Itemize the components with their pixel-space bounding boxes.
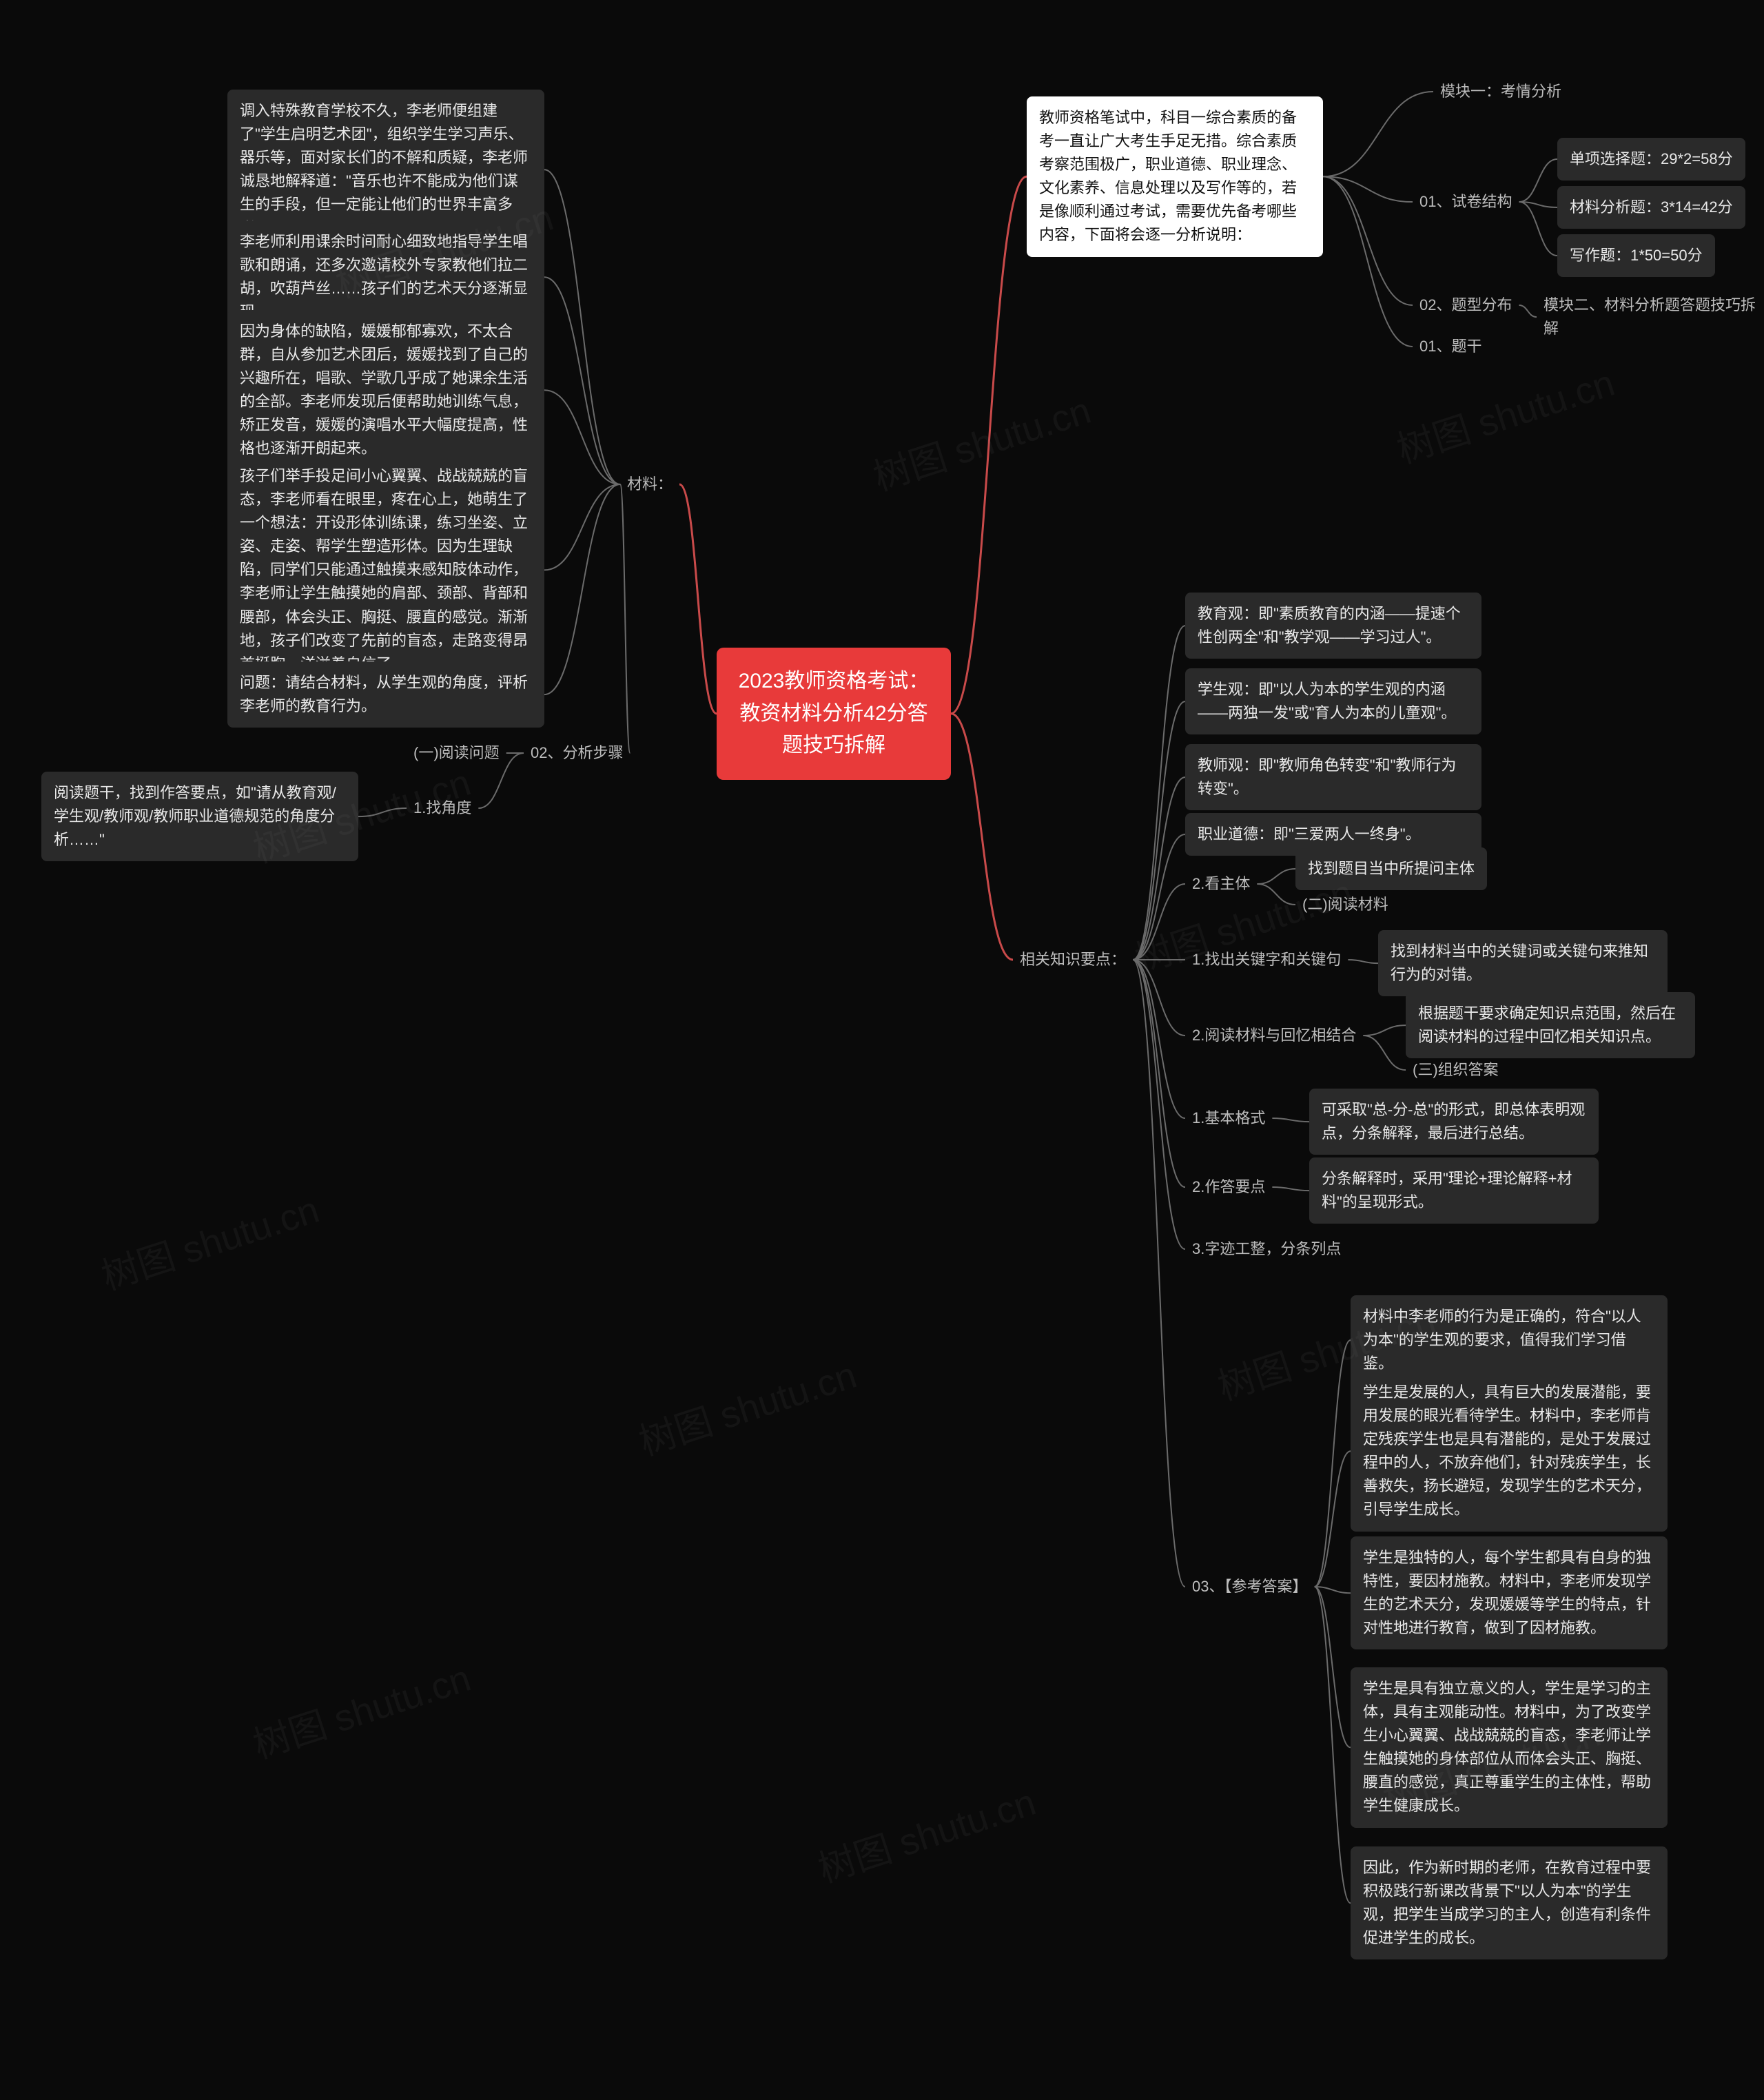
mindmap-link — [544, 484, 620, 694]
mindmap-link — [1323, 176, 1413, 202]
mindmap-node-ans[interactable]: 03、【参考答案】 — [1185, 1571, 1314, 1603]
mindmap-node-p03[interactable]: 01、题干 — [1413, 331, 1488, 362]
mindmap-link — [1257, 884, 1295, 905]
mindmap-link — [544, 390, 620, 484]
mindmap-link — [1272, 1187, 1309, 1191]
mindmap-link — [544, 484, 620, 570]
mindmap-link — [1133, 626, 1185, 960]
mindmap-node-k2[interactable]: 学生观：即"以人为本的学生观的内涵——两独一发"或"育人为本的儿童观"。 — [1185, 668, 1481, 734]
mindmap-link — [1519, 202, 1557, 207]
watermark: 树图 shutu.cn — [865, 380, 1097, 501]
mindmap-link — [1323, 176, 1413, 347]
mindmap-link — [1323, 176, 1413, 305]
mindmap-link — [1272, 1118, 1309, 1122]
mindmap-link — [1314, 1587, 1351, 1903]
mindmap-link — [1314, 1587, 1351, 1747]
mindmap-node-mat3[interactable]: 因为身体的缺陷，媛媛郁郁寡欢，不太合群，自从参加艺术团后，媛媛找到了自己的兴趣所… — [227, 310, 544, 471]
mindmap-node-k6[interactable]: 1.找出关键字和关键句 — [1185, 944, 1348, 976]
mindmap-node-center[interactable]: 2023教师资格考试：教资材料分析42分答题技巧拆解 — [717, 648, 951, 780]
mindmap-node-k8[interactable]: 1.基本格式 — [1185, 1102, 1272, 1134]
mindmap-link — [1519, 202, 1557, 256]
mindmap-link — [1133, 834, 1185, 960]
mindmap-node-p01a[interactable]: 单项选择题：29*2=58分 — [1557, 138, 1745, 181]
mindmap-node-know[interactable]: 相关知识要点： — [1013, 944, 1133, 976]
mindmap-node-a5[interactable]: 因此，作为新时期的老师，在教育过程中要积极践行新课改背景下"以人为本"的学生观，… — [1351, 1846, 1668, 1959]
mindmap-link — [679, 484, 717, 714]
mindmap-node-a2[interactable]: 学生是发展的人，具有巨大的发展潜能，要用发展的眼光看待学生。材料中，李老师肯定残… — [1351, 1371, 1668, 1532]
mindmap-link — [1133, 960, 1185, 1587]
mindmap-link — [1314, 1587, 1351, 1593]
mindmap-node-k7a[interactable]: 根据题干要求确定知识点范围，然后在阅读材料的过程中回忆相关知识点。 — [1406, 992, 1695, 1058]
mindmap-node-mat[interactable]: 材料： — [620, 469, 679, 500]
mindmap-link — [1257, 869, 1295, 884]
mindmap-link — [620, 484, 630, 753]
mindmap-node-p02[interactable]: 02、题型分布 — [1413, 289, 1519, 321]
mindmap-node-k5a[interactable]: 找到题目当中所提问主体 — [1295, 847, 1487, 890]
mindmap-link — [1323, 92, 1433, 176]
watermark: 树图 shutu.cn — [1389, 352, 1621, 473]
mindmap-node-m1[interactable]: 模块一：考情分析 — [1433, 76, 1568, 107]
mindmap-node-k3[interactable]: 教师观：即"教师角色转变"和"教师行为转变"。 — [1185, 744, 1481, 810]
mindmap-link — [951, 176, 1027, 713]
mindmap-node-k6a[interactable]: 找到材料当中的关键词或关键句来推知行为的对错。 — [1378, 930, 1668, 996]
mindmap-node-k5[interactable]: 2.看主体 — [1185, 868, 1257, 900]
mindmap-node-a3[interactable]: 学生是独特的人，每个学生都具有自身的独特性，要因材施教。材料中，李老师发现学生的… — [1351, 1536, 1668, 1649]
mindmap-node-p01c[interactable]: 写作题：1*50=50分 — [1557, 234, 1715, 277]
mindmap-node-p01b[interactable]: 材料分析题：3*14=42分 — [1557, 186, 1745, 229]
mindmap-link — [1314, 1451, 1351, 1587]
mindmap-link — [1133, 884, 1185, 960]
mindmap-node-step1[interactable]: (一)阅读问题 — [407, 737, 506, 769]
mindmap-node-p02a[interactable]: 模块二、材料分析题答题技巧拆解 — [1537, 289, 1764, 344]
mindmap-node-a4[interactable]: 学生是具有独立意义的人，学生是学习的主体，具有主观能动性。材料中，为了改变学生小… — [1351, 1667, 1668, 1828]
mindmap-node-k9[interactable]: 2.作答要点 — [1185, 1171, 1272, 1203]
mindmap-link — [1133, 960, 1185, 1036]
mindmap-link — [1348, 960, 1378, 963]
mindmap-link — [1133, 960, 1185, 1187]
mindmap-link — [1363, 1025, 1406, 1036]
mindmap-node-k1[interactable]: 教育观：即"素质教育的内涵——提速个性创两全"和"教学观——学习过人"。 — [1185, 593, 1481, 659]
mindmap-node-k7b[interactable]: (三)组织答案 — [1406, 1054, 1506, 1086]
watermark: 树图 shutu.cn — [94, 1179, 325, 1300]
mindmap-link — [1314, 1340, 1351, 1587]
mindmap-node-k7[interactable]: 2.阅读材料与回忆相结合 — [1185, 1020, 1363, 1051]
watermark: 树图 shutu.cn — [245, 1647, 477, 1769]
mindmap-node-k8a[interactable]: 可采取"总-分-总"的形式，即总体表明观点，分条解释，最后进行总结。 — [1309, 1089, 1599, 1155]
mindmap-link — [1133, 960, 1185, 1249]
mindmap-link — [544, 169, 620, 484]
mindmap-link — [1363, 1036, 1406, 1070]
mindmap-link — [1133, 701, 1185, 960]
mindmap-node-mat4[interactable]: 孩子们举手投足间小心翼翼、战战兢兢的盲态，李老师看在眼里，疼在心上，她萌生了一个… — [227, 455, 544, 686]
mindmap-node-k5b[interactable]: (二)阅读材料 — [1295, 889, 1395, 920]
mindmap-link — [1519, 305, 1537, 317]
mindmap-node-p01[interactable]: 01、试卷结构 — [1413, 186, 1519, 218]
mindmap-node-angleT[interactable]: 阅读题干，找到作答要点，如"请从教育观/学生观/教师观/教师职业道德规范的角度分… — [41, 772, 358, 861]
mindmap-node-angle[interactable]: 1.找角度 — [407, 792, 478, 824]
mindmap-link — [951, 714, 1013, 960]
watermark: 树图 shutu.cn — [631, 1344, 863, 1465]
mindmap-link — [1133, 777, 1185, 960]
mindmap-node-intro[interactable]: 教师资格笔试中，科目一综合素质的备考一直让广大考生手足无措。综合素质考察范围极广… — [1027, 96, 1323, 257]
mindmap-link — [1519, 159, 1557, 202]
mindmap-node-k10[interactable]: 3.字迹工整，分条列点 — [1185, 1233, 1348, 1265]
mindmap-node-k9a[interactable]: 分条解释时，采用"理论+理论解释+材料"的呈现形式。 — [1309, 1157, 1599, 1224]
mindmap-link — [358, 808, 407, 816]
mindmap-node-step[interactable]: 02、分析步骤 — [524, 737, 630, 769]
mindmap-link — [1133, 960, 1185, 1118]
mindmap-node-mat5[interactable]: 问题：请结合材料，从学生观的角度，评析李老师的教育行为。 — [227, 661, 544, 728]
watermark: 树图 shutu.cn — [810, 1771, 1042, 1893]
mindmap-link — [544, 277, 620, 484]
